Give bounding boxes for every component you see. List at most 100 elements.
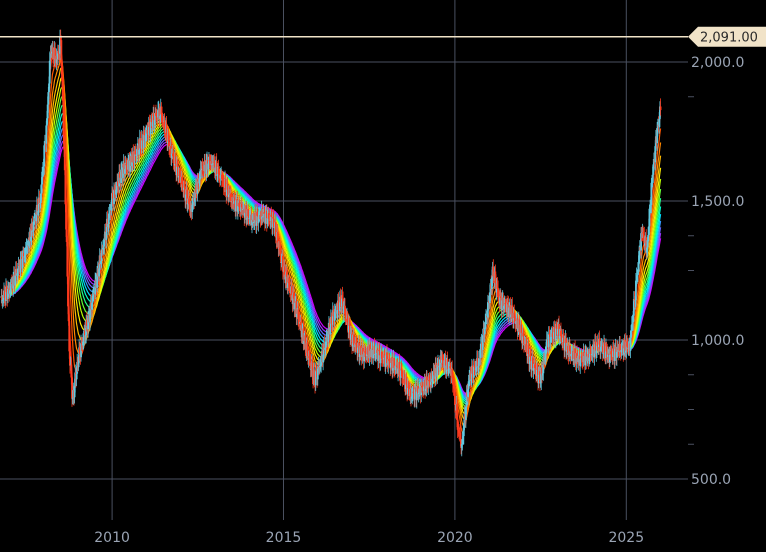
- candle-body: [365, 354, 368, 356]
- candle-body: [575, 353, 578, 364]
- candle-body: [509, 305, 512, 318]
- candle-body: [188, 198, 190, 205]
- candle-body: [231, 201, 234, 203]
- candle-body: [287, 282, 289, 288]
- candle-body: [651, 174, 654, 183]
- candle-body: [388, 359, 390, 361]
- candle-body: [484, 321, 487, 328]
- candle-body: [605, 346, 608, 352]
- candle-body: [605, 346, 607, 359]
- candle-body: [59, 37, 61, 54]
- candle-body: [43, 145, 46, 167]
- candle-body: [257, 216, 260, 224]
- candle-body: [554, 327, 557, 341]
- candle-body: [204, 161, 206, 165]
- candle-body: [161, 114, 163, 121]
- candle-body: [145, 132, 148, 136]
- candle-body: [358, 353, 361, 357]
- candle-body: [44, 142, 46, 146]
- candle-body: [316, 368, 319, 380]
- candle-body: [68, 321, 71, 352]
- candle-body: [630, 324, 633, 331]
- candle-body: [67, 276, 69, 307]
- candle-body: [617, 348, 620, 350]
- candle-body: [511, 305, 514, 319]
- candle-body: [155, 112, 157, 116]
- candle-body: [289, 286, 291, 292]
- candle-body: [129, 160, 131, 172]
- candle-body: [324, 347, 326, 350]
- candle-body: [134, 150, 137, 155]
- candle-body: [127, 160, 130, 170]
- candle-body: [494, 271, 497, 283]
- candle-body: [569, 351, 572, 357]
- candle-body: [33, 219, 36, 222]
- candle-body: [401, 370, 403, 377]
- candle-body: [460, 444, 463, 448]
- candle-body: [544, 353, 547, 359]
- candle-body: [543, 358, 546, 360]
- candle-body: [380, 351, 383, 359]
- candle-body: [565, 349, 568, 352]
- candle-body: [123, 162, 126, 174]
- candle-body: [301, 330, 304, 338]
- candle-body: [415, 391, 418, 401]
- candle-body: [133, 162, 135, 164]
- candle-body: [61, 81, 64, 101]
- candle-body: [292, 292, 295, 299]
- candle-body: [91, 296, 94, 303]
- candle-body: [55, 55, 58, 64]
- candle-body: [401, 376, 404, 379]
- candle-body: [594, 341, 597, 354]
- candle-body: [517, 328, 519, 332]
- candle-body: [368, 344, 371, 359]
- candle-body: [233, 197, 236, 201]
- candle-body: [320, 358, 323, 365]
- candle-body: [236, 206, 239, 212]
- candle-body: [57, 52, 60, 54]
- candle-body: [117, 186, 120, 188]
- candle-body: [438, 365, 441, 368]
- candle-body: [648, 208, 651, 227]
- candle-body: [214, 167, 217, 173]
- candle-body: [624, 350, 627, 353]
- candle-body: [211, 160, 214, 164]
- candle-body: [522, 336, 525, 346]
- candle-body: [1, 296, 3, 301]
- candle-body: [497, 297, 500, 299]
- candle-body: [85, 319, 88, 336]
- candle-body: [659, 106, 662, 111]
- candle-body: [240, 203, 242, 212]
- candle-body: [306, 342, 309, 353]
- candle-body: [472, 366, 475, 378]
- candle-body: [78, 347, 81, 354]
- moving-average-ribbon: [0, 44, 662, 443]
- candle-body: [394, 365, 397, 371]
- candle-body: [333, 311, 336, 321]
- candle-body: [122, 167, 124, 179]
- candle-body: [179, 174, 181, 176]
- candle-body: [606, 354, 609, 357]
- candle-body: [372, 349, 375, 359]
- candle-body: [69, 351, 71, 366]
- candle-body: [589, 348, 592, 354]
- candle-body: [654, 146, 657, 163]
- candle-body: [656, 124, 659, 129]
- candle-body: [488, 292, 491, 304]
- candle-body: [295, 301, 298, 318]
- candle-body: [403, 374, 406, 384]
- candle-body: [115, 189, 117, 195]
- candle-body: [596, 342, 599, 347]
- candle-body: [567, 345, 569, 354]
- candle-body: [115, 186, 118, 190]
- candle-body: [15, 269, 18, 276]
- candle-body: [471, 365, 474, 374]
- candle-body: [499, 296, 502, 305]
- candle-body: [506, 302, 509, 313]
- candle-body: [652, 164, 655, 175]
- candle-body: [418, 390, 421, 393]
- candle-body: [558, 324, 560, 339]
- candle-body: [118, 171, 121, 187]
- moving-average-line: [0, 67, 662, 420]
- candle-body: [539, 371, 541, 384]
